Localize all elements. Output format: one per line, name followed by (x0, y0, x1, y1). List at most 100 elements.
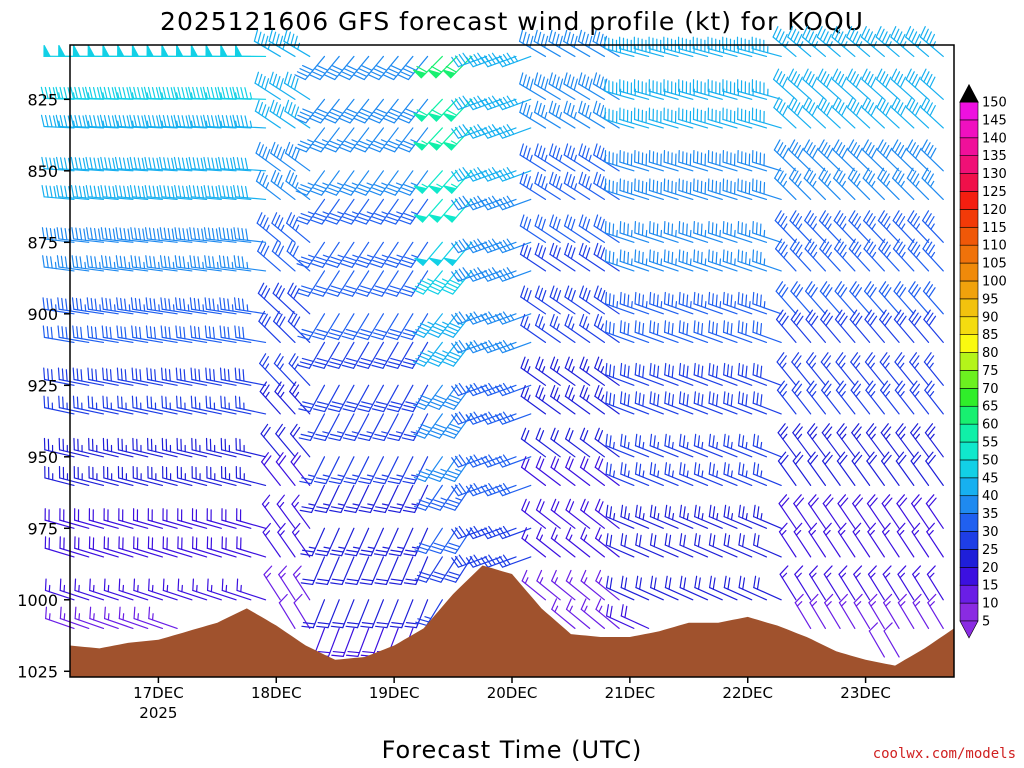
barb-full (116, 325, 119, 338)
barb-shaft (43, 378, 75, 386)
barb-full (447, 427, 460, 433)
wind-barb (188, 156, 222, 172)
barb-full (260, 242, 267, 255)
barb-shaft (59, 589, 90, 601)
barb-full (300, 582, 314, 586)
wind-barb (372, 456, 399, 485)
barb-full (356, 114, 368, 121)
barb-full (94, 256, 97, 269)
barb-full (414, 578, 427, 583)
barb-half (78, 613, 81, 621)
barb-full (221, 578, 224, 592)
wind-barb (275, 452, 296, 486)
barb-full (264, 78, 270, 91)
barb-shaft (191, 477, 222, 486)
barb-full (115, 184, 119, 198)
barb-full (289, 214, 296, 227)
wind-barb (118, 578, 149, 601)
barb-full (341, 335, 354, 341)
wind-barb (342, 413, 370, 442)
barb-full (495, 128, 504, 139)
barb-full (373, 184, 386, 190)
barb-full (353, 74, 365, 81)
barb-full (206, 578, 209, 592)
barb-full (555, 33, 560, 46)
barb-half (657, 441, 660, 450)
wind-barb (341, 313, 370, 341)
barb-full (275, 423, 283, 435)
barb-full (506, 124, 515, 135)
barb-full (226, 227, 230, 241)
barb-full (458, 483, 467, 494)
barb-full (399, 219, 412, 225)
barb-half (455, 497, 463, 501)
wind-barb (276, 494, 296, 529)
barb-full (114, 114, 119, 128)
barb-full (341, 143, 354, 150)
barb-full (405, 64, 417, 71)
wind-barb (72, 395, 105, 415)
barb-full (432, 398, 445, 404)
wind-barb (101, 325, 134, 344)
barb-shaft (325, 456, 340, 485)
barb-full (284, 141, 291, 154)
barb-full (454, 55, 463, 66)
barb-full (82, 157, 87, 171)
barb-half (280, 224, 285, 232)
barb-full (55, 114, 60, 128)
barb-full (290, 313, 298, 325)
barb-shaft (58, 378, 90, 386)
wind-barb (103, 578, 134, 601)
barb-full (302, 108, 314, 115)
barb-full (317, 650, 331, 654)
wind-barb (495, 267, 532, 282)
barb-shaft (255, 152, 281, 172)
barb-shaft (342, 627, 355, 658)
barb-shaft (191, 378, 222, 386)
barb-shaft (275, 461, 296, 486)
barb-full (292, 245, 299, 258)
barb-full (176, 395, 178, 409)
barb-full (91, 396, 94, 410)
barb-full (484, 126, 493, 138)
barb-full (260, 33, 265, 46)
barb-full (137, 185, 142, 199)
barb-full (116, 367, 119, 381)
barb-full (114, 86, 119, 100)
barb-full (126, 115, 131, 128)
barb-full (454, 527, 463, 538)
barb-full (288, 353, 296, 365)
barb-full (152, 227, 156, 241)
barb-shaft (58, 336, 90, 344)
barb-shaft (357, 627, 370, 658)
barb-full (682, 222, 685, 235)
barb-full (278, 455, 287, 466)
barb-full (360, 506, 373, 510)
barb-full (244, 186, 249, 199)
barb-full (371, 187, 384, 193)
barb-full (299, 332, 312, 337)
wind-barb (401, 384, 429, 413)
barb-full (257, 282, 265, 294)
wind-barb (480, 483, 517, 497)
barb-full (78, 115, 83, 128)
barb-full (420, 351, 432, 358)
barb-full (400, 71, 412, 78)
barb-shaft (286, 250, 311, 272)
barb-full (293, 288, 300, 300)
barb-full (451, 385, 459, 397)
barb-full (442, 332, 454, 338)
barb-full (225, 86, 230, 100)
barb-full (759, 251, 762, 265)
barb-shaft (176, 407, 208, 415)
barb-full (217, 86, 222, 100)
barb-full (242, 369, 245, 382)
barb-full (388, 553, 402, 557)
barb-shaft (103, 477, 134, 486)
barb-full (211, 115, 215, 128)
barb-full (223, 326, 226, 339)
barb-full (499, 169, 507, 181)
barb-full (707, 220, 710, 234)
barb-shaft (364, 98, 384, 124)
barb-full (57, 297, 60, 310)
